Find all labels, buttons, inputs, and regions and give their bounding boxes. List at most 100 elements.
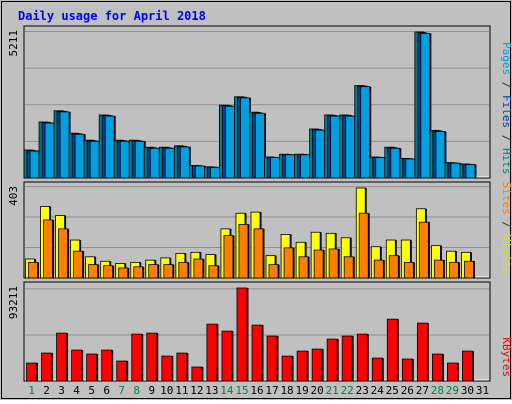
- bar-sites-day-22: [343, 256, 354, 279]
- x-tick-label-day-28: 28: [431, 384, 444, 397]
- x-tick-label-day-18: 18: [280, 384, 293, 397]
- bar-sites-day-15: [238, 224, 249, 279]
- bar-sites-day-29: [449, 261, 459, 279]
- bar-pages-day-13: [210, 166, 220, 179]
- x-tick-label-day-15: 15: [235, 384, 248, 397]
- bar-kbytes-day-15: [236, 287, 248, 382]
- bar-kbytes-day-27: [416, 322, 428, 382]
- bar-sites-day-6: [103, 265, 114, 279]
- bar-kbytes-day-22: [341, 335, 353, 382]
- panel-top-ymax-label: 5211: [7, 30, 20, 57]
- bar-sites-day-27: [418, 221, 429, 279]
- x-tick-label-day-27: 27: [416, 384, 429, 397]
- bar-pages-day-7: [119, 140, 130, 179]
- x-tick-label-day-13: 13: [205, 384, 218, 397]
- bar-pages-day-17: [270, 157, 280, 179]
- bar-kbytes-day-11: [176, 352, 188, 382]
- bar-pages-day-14: [225, 105, 235, 179]
- bar-kbytes-day-12: [191, 366, 203, 382]
- bar-pages-day-19: [300, 154, 310, 179]
- bar-kbytes-day-16: [251, 324, 263, 382]
- x-tick-label-day-26: 26: [401, 384, 414, 397]
- legend-entry: KBytes: [500, 337, 512, 377]
- bar-pages-day-11: [179, 146, 190, 179]
- bar-kbytes-day-14: [221, 330, 233, 382]
- x-tick-label-day-7: 7: [118, 384, 125, 397]
- x-tick-label-day-17: 17: [265, 384, 278, 397]
- legend-entry: /: [500, 128, 512, 148]
- x-tick-label-day-31: 31: [476, 384, 489, 397]
- bar-sites-day-13: [208, 265, 219, 279]
- bar-pages-day-3: [59, 111, 70, 179]
- legend-entry: /: [500, 75, 512, 95]
- bar-sites-day-23: [358, 212, 369, 279]
- x-tick-label-day-10: 10: [160, 384, 173, 397]
- bar-pages-day-15: [240, 97, 250, 179]
- x-tick-label-day-11: 11: [175, 384, 188, 397]
- x-tick-label-day-5: 5: [88, 384, 95, 397]
- bar-pages-day-24: [375, 157, 386, 179]
- bar-pages-day-28: [435, 131, 446, 179]
- bar-pages-day-21: [330, 115, 341, 179]
- panel-bottom-legend: KBytes: [500, 337, 512, 377]
- panel-top-legend: Pages / Files / Hits: [500, 42, 512, 175]
- bar-pages-day-16: [255, 112, 265, 179]
- bar-kbytes-day-28: [431, 353, 443, 382]
- bar-pages-day-29: [450, 162, 461, 179]
- bar-pages-day-4: [74, 133, 85, 179]
- bar-pages-day-27: [420, 33, 431, 179]
- bar-kbytes-day-1: [26, 362, 37, 382]
- x-tick-label-day-25: 25: [386, 384, 399, 397]
- bar-sites-day-26: [403, 261, 414, 279]
- bar-sites-day-16: [253, 228, 264, 279]
- panel-middle-ymax-label: 403: [7, 186, 20, 206]
- bar-sites-day-14: [223, 235, 234, 279]
- bar-kbytes-day-20: [311, 348, 323, 382]
- bar-sites-day-28: [433, 259, 444, 279]
- bar-kbytes-day-23: [356, 333, 368, 382]
- bar-sites-day-12: [193, 258, 204, 279]
- x-tick-label-day-3: 3: [58, 384, 65, 397]
- bar-sites-day-18: [283, 247, 294, 279]
- bar-kbytes-day-10: [161, 355, 173, 382]
- legend-entry: Sites: [500, 182, 512, 215]
- x-tick-label-day-22: 22: [341, 384, 354, 397]
- bar-sites-day-24: [373, 259, 384, 279]
- x-tick-label-day-14: 14: [220, 384, 234, 397]
- bar-sites-day-8: [133, 266, 144, 279]
- bar-pages-day-8: [134, 140, 145, 179]
- x-tick-label-day-20: 20: [311, 384, 324, 397]
- bar-sites-day-25: [388, 255, 399, 279]
- x-tick-label-day-2: 2: [43, 384, 50, 397]
- x-tick-label-day-24: 24: [371, 384, 385, 397]
- bar-pages-day-9: [149, 147, 160, 179]
- bar-kbytes-day-29: [447, 362, 458, 382]
- bar-pages-day-30: [465, 164, 476, 179]
- bar-kbytes-day-25: [386, 318, 398, 382]
- bar-sites-day-2: [43, 219, 53, 279]
- bar-kbytes-day-3: [56, 332, 67, 382]
- x-tick-label-day-30: 30: [461, 384, 474, 397]
- bar-kbytes-day-6: [101, 349, 113, 382]
- legend-entry: /: [500, 215, 512, 235]
- bar-kbytes-day-19: [296, 350, 308, 382]
- bar-sites-day-4: [73, 250, 84, 279]
- bar-sites-day-20: [313, 249, 324, 279]
- legend-entry: Pages: [500, 42, 512, 75]
- bar-kbytes-day-13: [206, 323, 218, 382]
- bar-kbytes-day-8: [131, 333, 143, 382]
- bar-kbytes-day-5: [86, 353, 98, 382]
- bar-pages-day-10: [164, 147, 175, 179]
- panel-middle-legend: Sites / Visits: [500, 182, 512, 275]
- bar-kbytes-day-30: [462, 350, 473, 382]
- bar-pages-day-2: [44, 122, 55, 179]
- x-tick-label-day-23: 23: [356, 384, 369, 397]
- bar-pages-day-20: [315, 129, 326, 179]
- bar-kbytes-day-17: [266, 335, 278, 382]
- x-tick-label-day-9: 9: [148, 384, 155, 397]
- legend-entry: Files: [500, 95, 512, 128]
- x-tick-label-day-6: 6: [103, 384, 110, 397]
- x-tick-label-day-1: 1: [28, 384, 35, 397]
